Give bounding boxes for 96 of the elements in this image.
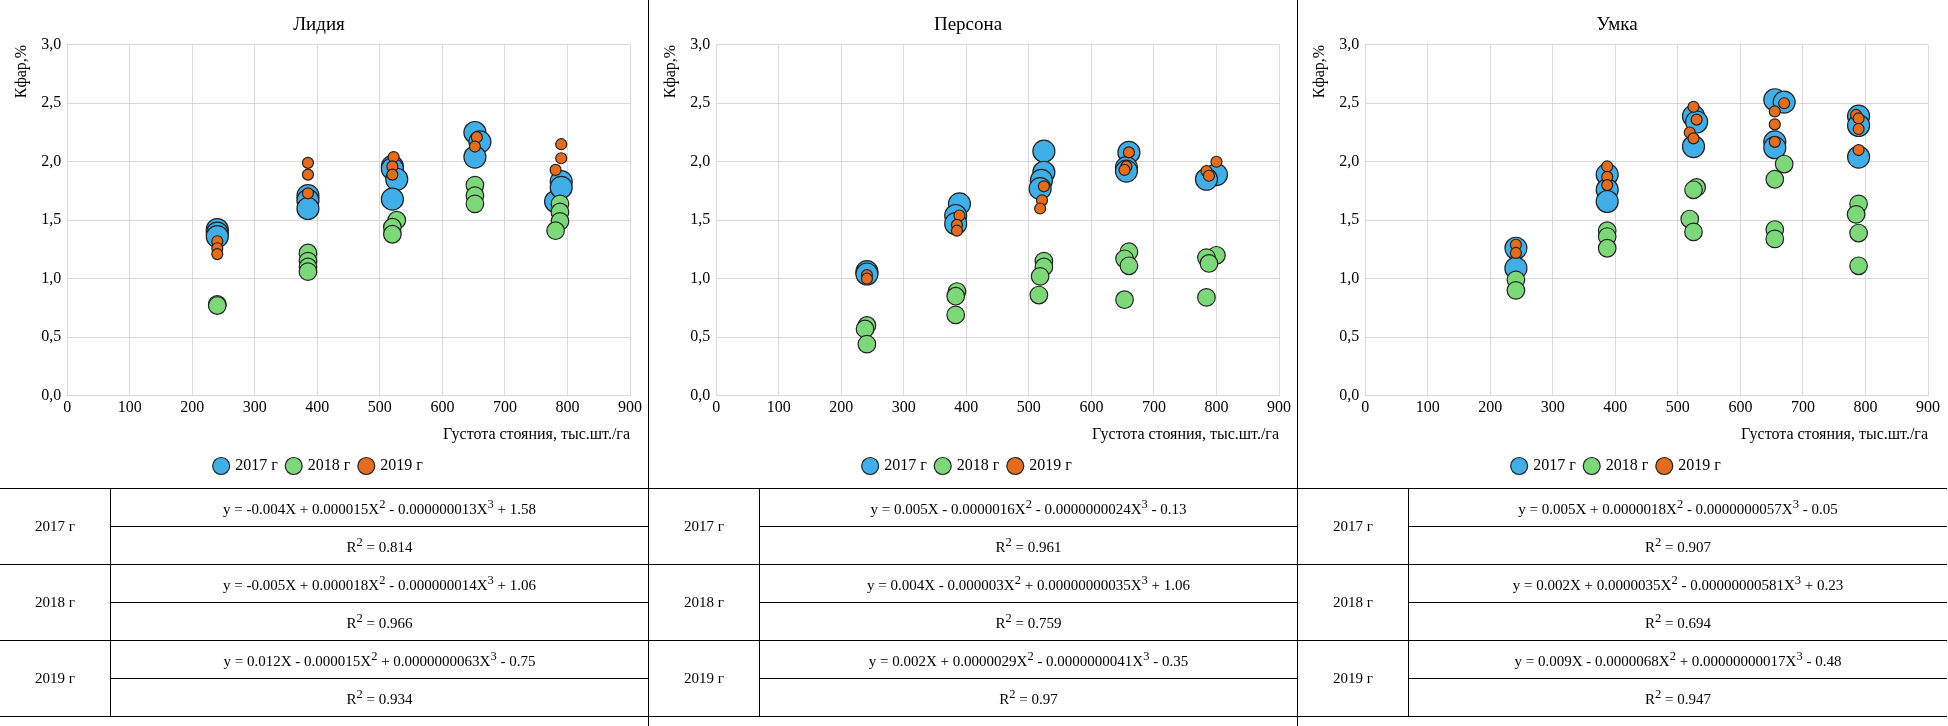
text: R$^{2}$ = 0.934 <box>110 678 648 717</box>
y-tick-label: 1,0 <box>41 268 62 286</box>
legend-label: 2018 г <box>1605 456 1649 474</box>
x-tick-label: 200 <box>829 398 854 416</box>
text: 2019 г <box>649 640 760 717</box>
text: y = -0.005X + 0.000018X$^{2}$ - 0.000000014X$^{3}$ + 1.06 <box>110 564 648 603</box>
text: y = 0.012X - 0.000015X$^{2}$ + 0.0000000063X$^{3}$ - 0.75 <box>110 640 648 679</box>
y-tick-label: 0,5 <box>1339 327 1360 345</box>
text: y = 0.009X - 0.0000068X$^{2}$ + 0.00000000017X$^{3}$ - 0.48 <box>1408 640 1947 679</box>
legend-label: 2017 г <box>1533 456 1577 474</box>
text: 2017 г <box>649 488 760 565</box>
x-tick-label: 800 <box>555 398 580 416</box>
y-tick-label: 1,5 <box>1339 210 1360 228</box>
y-tick-label: 3,0 <box>1339 35 1360 52</box>
text: R$^{2}$ = 0.97 <box>759 678 1297 717</box>
text: y = 0.004X - 0.000003X$^{2}$ + 0.00000000035X$^{3}$ + 1.06 <box>759 564 1297 603</box>
x-tick-label: 400 <box>954 398 979 416</box>
x-tick-label: 500 <box>1665 398 1690 416</box>
x-tick-label: 400 <box>305 398 330 416</box>
y-tick-label: 0,5 <box>41 327 62 345</box>
text: 2017 г <box>1298 488 1409 565</box>
legend-label: 2017 г <box>884 456 928 474</box>
x-tick-label: 800 <box>1853 398 1878 416</box>
y-tick-label: 2,5 <box>1339 93 1360 111</box>
x-tick-label: 600 <box>1728 398 1753 416</box>
legend-label: 2019 г <box>1678 456 1722 474</box>
legend-label: 2019 г <box>1029 456 1073 474</box>
text: y = -0.004X + 0.000015X$^{2}$ - 0.000000013X$^{3}$ + 1.58 <box>110 488 648 527</box>
x-tick-label: 0 <box>1361 398 1370 416</box>
x-tick-label: 900 <box>1267 398 1291 416</box>
x-tick-label: 900 <box>1916 398 1940 416</box>
text: 2019 г <box>1298 640 1409 717</box>
x-tick-label: 300 <box>1540 398 1565 416</box>
text: y = 0.005X - 0.0000016X$^{2}$ - 0.0000000024X$^{3}$ - 0.13 <box>759 488 1297 527</box>
x-tick-label: 700 <box>1790 398 1815 416</box>
x-tick-label: 800 <box>1204 398 1229 416</box>
y-tick-label: 2,0 <box>41 151 62 169</box>
x-axis-title: Густота стояния, тыс.шт./га <box>442 424 630 443</box>
chart-title: Лидия <box>293 13 346 35</box>
text: R$^{2}$ = 0.759 <box>759 602 1297 641</box>
x-axis-title: Густота стояния, тыс.шт./га <box>1740 424 1928 443</box>
text: 2018 г <box>1298 564 1409 641</box>
text: y = 0.002X + 0.0000029X$^{2}$ - 0.0000000041X$^{3}$ - 0.35 <box>759 640 1297 679</box>
y-tick-label: 2,5 <box>690 93 711 111</box>
y-tick-label: 3,0 <box>690 35 711 52</box>
text: 2018 г <box>0 564 111 641</box>
y-tick-label: 1,0 <box>690 268 711 286</box>
x-tick-label: 700 <box>492 398 517 416</box>
text: 2017 г <box>0 488 111 565</box>
legend-label: 2018 г <box>956 456 1000 474</box>
x-tick-label: 900 <box>618 398 642 416</box>
x-tick-label: 300 <box>891 398 916 416</box>
text: R$^{2}$ = 0.966 <box>110 602 648 641</box>
text: R$^{2}$ = 0.907 <box>1408 526 1947 565</box>
x-tick-label: 500 <box>1016 398 1041 416</box>
x-tick-label: 300 <box>242 398 267 416</box>
y-axis-title: Кфар,% <box>11 44 30 99</box>
x-tick-label: 100 <box>766 398 791 416</box>
y-axis-title: Кфар,% <box>660 44 679 99</box>
legend-label: 2019 г <box>380 456 424 474</box>
y-tick-label: 2,0 <box>1339 151 1360 169</box>
x-tick-label: 100 <box>117 398 142 416</box>
y-tick-label: 0,0 <box>690 385 711 403</box>
y-tick-label: 3,0 <box>41 35 62 52</box>
x-tick-label: 200 <box>1478 398 1503 416</box>
text: y = 0.002X + 0.0000035X$^{2}$ - 0.00000000581X$^{3}$ + 0.23 <box>1408 564 1947 603</box>
x-tick-label: 700 <box>1141 398 1166 416</box>
y-tick-label: 2,5 <box>41 93 62 111</box>
x-tick-label: 100 <box>1415 398 1440 416</box>
y-tick-label: 0,0 <box>1339 385 1360 403</box>
legend-label: 2017 г <box>235 456 279 474</box>
y-axis-title: Кфар,% <box>1309 44 1328 99</box>
text: R$^{2}$ = 0.947 <box>1408 678 1947 717</box>
y-tick-label: 0,5 <box>690 327 711 345</box>
x-tick-label: 500 <box>367 398 392 416</box>
x-tick-label: 600 <box>1079 398 1104 416</box>
x-tick-label: 0 <box>712 398 721 416</box>
chart-title: Умка <box>1596 13 1639 35</box>
chart-title: Персона <box>933 13 1003 35</box>
text: y = 0.005X + 0.0000018X$^{2}$ - 0.0000000057X$^{3}$ - 0.05 <box>1408 488 1947 527</box>
x-tick-label: 200 <box>180 398 205 416</box>
text: R$^{2}$ = 0.961 <box>759 526 1297 565</box>
y-tick-label: 0,0 <box>41 385 62 403</box>
x-tick-label: 400 <box>1603 398 1628 416</box>
x-tick-label: 600 <box>430 398 455 416</box>
text: 2018 г <box>649 564 760 641</box>
text: R$^{2}$ = 0.694 <box>1408 602 1947 641</box>
y-tick-label: 1,0 <box>1339 268 1360 286</box>
x-tick-label: 0 <box>63 398 72 416</box>
y-tick-label: 1,5 <box>690 210 711 228</box>
legend-label: 2018 г <box>307 456 351 474</box>
y-tick-label: 1,5 <box>41 210 62 228</box>
x-axis-title: Густота стояния, тыс.шт./га <box>1091 424 1279 443</box>
y-tick-label: 2,0 <box>690 151 711 169</box>
text: 2019 г <box>0 640 111 717</box>
text: R$^{2}$ = 0.814 <box>110 526 648 565</box>
